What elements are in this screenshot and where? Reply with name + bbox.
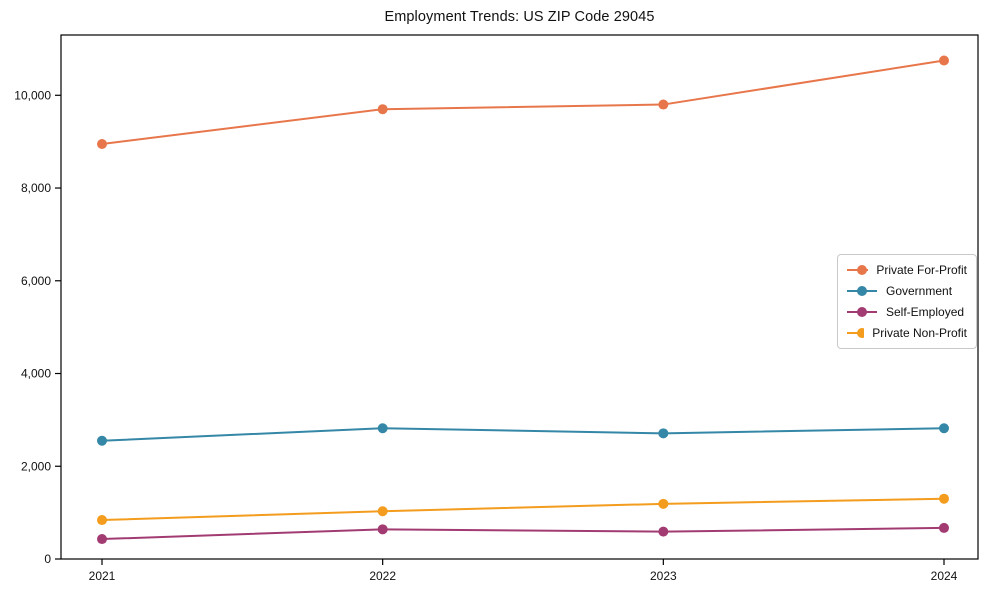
data-point-private-for-profit-2023: [658, 99, 669, 110]
data-point-self-employed-2021: [97, 534, 107, 545]
data-point-government-2022: [377, 423, 388, 434]
x-axis-tick-label: 2024: [931, 569, 958, 583]
data-point-private-non-profit-2024: [939, 493, 949, 504]
legend-item-government: Government: [846, 283, 967, 299]
y-axis-tick-label: 10,000: [14, 88, 51, 102]
legend-label-government: Government: [886, 284, 953, 298]
legend: Private For-Profit Government Self-Employe…: [837, 254, 977, 349]
legend-marker-government: [847, 286, 877, 296]
y-axis-tick-label: 0: [44, 552, 51, 566]
data-point-private-non-profit-2021: [97, 515, 107, 526]
series-line-private-for-profit: [101, 59, 945, 145]
y-axis-tick-label: 6,000: [21, 274, 51, 288]
legend-marker-self-employed: [847, 307, 877, 317]
data-point-private-non-profit-2023: [658, 498, 669, 509]
y-axis-tick-label: 8,000: [21, 181, 51, 195]
legend-item-self-employed: Self-Employed: [846, 304, 967, 320]
data-point-government-2024: [939, 423, 949, 434]
series-line-government: [101, 427, 945, 442]
legend-item-private-non-profit: Private Non-Profit: [846, 325, 967, 341]
series-line-self-employed: [101, 526, 945, 541]
y-axis-tick-label: 4,000: [21, 367, 51, 381]
data-point-self-employed-2024: [939, 522, 949, 533]
plot-border: [60, 34, 979, 560]
legend-label-private-for-profit: Private For-Profit: [876, 263, 967, 277]
chart-title: Employment Trends: US ZIP Code 29045: [384, 9, 655, 25]
legend-label-private-non-profit: Private Non-Profit: [872, 326, 967, 340]
data-point-government-2021: [97, 435, 107, 446]
legend-item-private-for-profit: Private For-Profit: [846, 262, 967, 278]
data-point-self-employed-2022: [377, 524, 388, 535]
data-point-private-for-profit-2024: [939, 55, 949, 66]
series-line-private-non-profit: [101, 497, 945, 522]
data-point-private-non-profit-2022: [377, 506, 388, 517]
x-axis-tick-label: 2022: [369, 569, 396, 583]
data-point-self-employed-2023: [658, 526, 669, 537]
data-point-private-for-profit-2022: [377, 104, 388, 115]
legend-marker-private-non-profit: [847, 328, 865, 338]
legend-label-self-employed: Self-Employed: [886, 305, 965, 319]
x-axis-tick-label: 2021: [89, 569, 116, 583]
legend-marker-private-for-profit: [847, 265, 869, 275]
data-point-private-for-profit-2021: [97, 138, 107, 149]
data-point-government-2023: [658, 428, 669, 439]
y-axis-tick-label: 2,000: [21, 459, 51, 473]
x-axis-tick-label: 2023: [650, 569, 677, 583]
